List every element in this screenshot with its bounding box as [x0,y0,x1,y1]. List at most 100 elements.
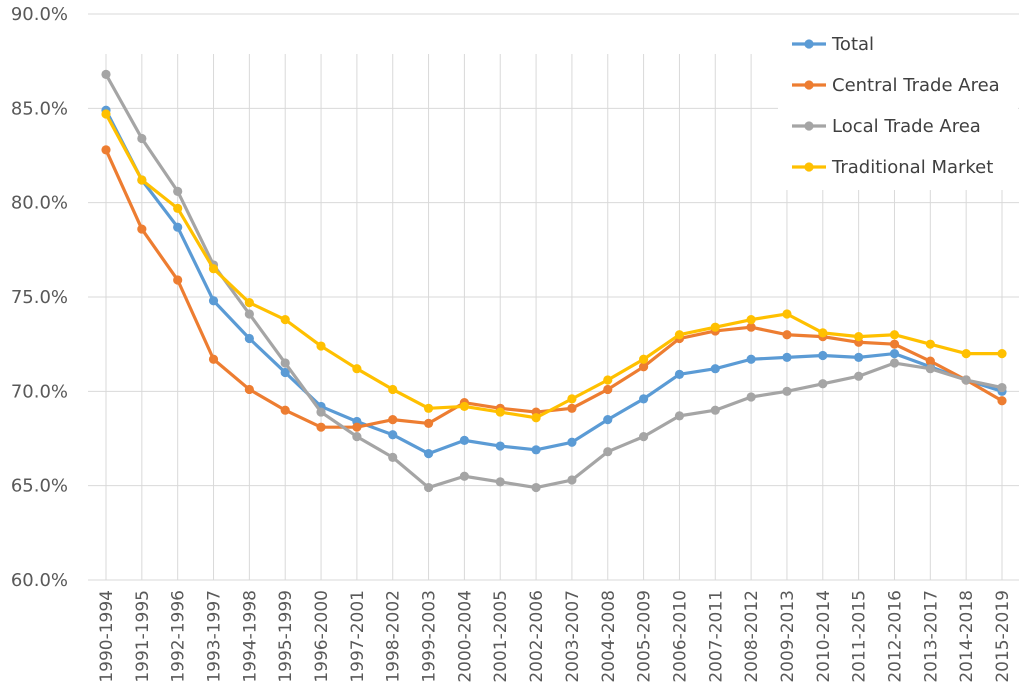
data-point [674,330,685,340]
data-point [173,203,183,213]
x-tick-label: 2000-2004 [455,590,475,683]
x-tick-label: 1995-1999 [276,590,296,683]
legend-item-local-trade-area: Local Trade Area [792,116,981,137]
data-point [997,349,1007,359]
x-tick-label: 1993-1997 [205,590,225,683]
data-point [459,435,469,445]
data-point [567,394,577,404]
data-point [101,145,111,155]
data-point [173,186,183,196]
data-point [101,69,111,79]
data-point [137,224,147,234]
data-point [388,415,398,425]
data-point [423,403,434,413]
x-tick-label: 2011-2015 [850,590,870,683]
data-point [639,354,649,364]
data-point [818,350,828,361]
data-point [889,330,900,340]
data-point [280,405,290,415]
data-point [710,405,720,415]
x-tick-label: 1992-1996 [169,590,189,683]
x-tick-label: 2012-2016 [885,590,905,683]
legend-swatch-marker [804,162,814,172]
data-point [388,452,398,462]
legend-label: Central Trade Area [832,75,1000,96]
data-point [531,413,541,423]
data-point [208,354,219,364]
data-point [567,475,577,485]
data-point [495,477,505,487]
data-point [889,349,900,359]
x-tick-label: 2006-2010 [670,590,690,683]
y-axis-ticks: 60.0% 65.0% 70.0% 75.0% 80.0% 85.0% 90.0% [11,4,68,591]
legend-background [778,20,1018,190]
series-line-total [104,109,1003,456]
data-point [101,109,111,119]
series-line-local-trade-area [104,73,1003,490]
series-traditional-market [101,109,1007,423]
series-local-trade-area [101,69,1007,493]
legend-swatch-marker [804,121,814,131]
data-point [352,432,362,442]
data-point [423,448,434,459]
data-point [388,384,398,395]
data-point [782,330,792,340]
data-point [889,339,900,349]
x-tick-label: 2007-2011 [706,590,726,683]
data-point [782,309,792,319]
data-point [746,322,756,332]
data-point [782,352,792,362]
x-tick-label: 2008-2012 [742,590,762,683]
data-point [423,482,434,493]
data-point [854,332,864,342]
data-point [280,315,290,325]
legend: Total Central Trade Area Local Trade Area T… [778,20,1018,190]
x-tick-label: 2004-2008 [599,590,619,683]
x-tick-label: 2015-2019 [993,590,1013,683]
data-point [352,364,362,374]
data-point [997,382,1007,393]
data-point [173,275,183,285]
legend-swatch-marker [804,80,814,90]
series-line-traditional-market [104,113,1002,420]
data-point [208,264,219,274]
series-line-central-trade-area [104,149,1003,429]
data-point [603,375,613,385]
legend-label: Traditional Market [831,157,993,178]
data-point [710,364,720,374]
data-point [782,386,792,396]
data-point [925,356,935,366]
x-tick-label: 1994-1998 [240,590,260,683]
data-point [208,296,219,306]
x-tick-label: 1990-1994 [97,590,117,683]
data-point [459,401,469,412]
legend-swatch-marker [804,39,814,49]
data-point [674,411,685,421]
data-point [997,396,1007,406]
data-point [280,367,290,378]
data-point [603,447,613,457]
x-tick-label: 2005-2009 [635,590,655,683]
data-point [639,432,649,442]
x-axis-ticks: 1990-1994 1991-1995 1992-1996 1993-1997 1994… [97,590,1013,683]
legend-item-total: Total [792,34,874,55]
data-point [639,362,649,372]
data-point [531,482,541,493]
y-tick-label: 80.0% [11,193,68,214]
data-point [746,354,756,364]
data-point [244,298,254,308]
data-point [639,394,649,404]
data-point [316,422,326,432]
data-point [244,309,254,319]
data-point [244,384,254,395]
y-tick-label: 90.0% [11,4,68,25]
data-point [531,445,541,455]
x-tick-label: 1998-2002 [384,590,404,683]
data-point [173,222,183,232]
data-point [746,315,756,325]
data-point [674,369,685,379]
data-point [925,339,935,349]
data-point [854,371,864,381]
legend-label: Total [831,34,874,55]
data-point [459,471,469,481]
